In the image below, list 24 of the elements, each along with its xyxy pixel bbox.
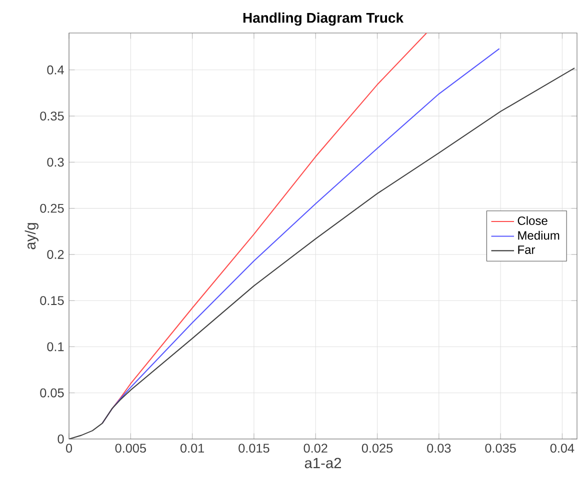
x-tick-label: 0.005 bbox=[115, 444, 146, 453]
x-tick-label: 0.035 bbox=[485, 444, 516, 453]
x-tick-label: 0.02 bbox=[304, 444, 328, 453]
y-tick-label: 0.1 bbox=[47, 342, 64, 352]
y-tick-label: 0.35 bbox=[40, 112, 64, 121]
x-tick-label: 0 bbox=[66, 444, 72, 453]
chart-title: Handling Diagram Truck bbox=[243, 12, 404, 26]
x-tick-label: 0.01 bbox=[180, 444, 204, 453]
y-axis-title: ay/g bbox=[24, 223, 38, 250]
y-tick-label: 0.15 bbox=[40, 296, 64, 306]
x-axis-title: a1-a2 bbox=[304, 458, 342, 468]
x-tick-label: 0.04 bbox=[550, 444, 574, 453]
y-tick-label: 0.4 bbox=[47, 65, 64, 74]
x-tick-label: 0.025 bbox=[362, 444, 393, 453]
y-tick-label: 0 bbox=[58, 434, 64, 444]
x-tick-label: 0.015 bbox=[238, 444, 270, 453]
y-tick-label: 0.25 bbox=[40, 204, 64, 213]
y-tick-label: 0.05 bbox=[40, 388, 64, 398]
legend-label: Medium bbox=[518, 230, 560, 240]
y-tick-label: 0.2 bbox=[47, 250, 64, 259]
x-tick-label: 0.03 bbox=[427, 444, 451, 453]
legend-label: Close bbox=[518, 216, 548, 225]
y-tick-label: 0.3 bbox=[47, 158, 64, 167]
legend-label: Far bbox=[518, 246, 536, 254]
